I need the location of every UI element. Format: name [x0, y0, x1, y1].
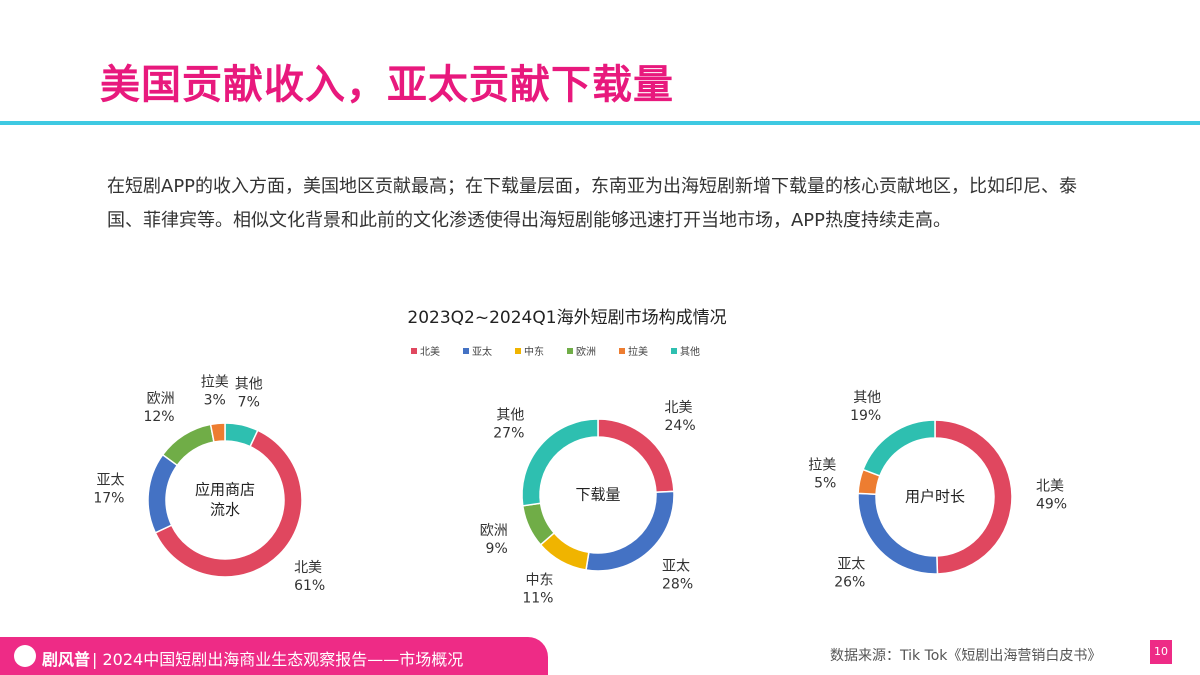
slice-name: 其他 — [235, 377, 263, 393]
slice-name: 亚太 — [96, 473, 124, 489]
donut-slice — [862, 419, 936, 477]
slice-name: 欧洲 — [480, 523, 508, 539]
slice-value: 61% — [294, 578, 325, 594]
legend-label: 北美 — [420, 345, 440, 358]
center-label: 用户时长 — [905, 488, 965, 506]
slice-value: 17% — [93, 491, 124, 507]
slice-name: 其他 — [496, 407, 524, 423]
slice-name: 亚太 — [662, 558, 690, 574]
legend-label: 欧洲 — [576, 346, 596, 358]
slice-name: 亚太 — [837, 556, 865, 572]
donut-slice — [147, 453, 179, 534]
slice-value: 26% — [834, 574, 865, 590]
slice-name: 拉美 — [808, 458, 836, 474]
legend-swatch — [567, 348, 573, 354]
donut-slice — [209, 422, 226, 443]
slice-value: 28% — [662, 576, 693, 592]
donut-slice — [154, 429, 303, 578]
page-number: 10 — [1150, 640, 1172, 664]
brand: 剧风普 — [42, 650, 91, 669]
slice-value: 27% — [493, 425, 524, 441]
donut-slice — [597, 418, 675, 494]
slice-value: 7% — [238, 395, 260, 411]
report-name: | 2024中国短剧出海商业生态观察报告——市场概况 — [92, 650, 464, 669]
slice-value: 12% — [143, 409, 174, 425]
slice-name: 其他 — [853, 390, 881, 406]
slice-value: 24% — [665, 418, 696, 434]
center-label: 下载量 — [575, 486, 620, 504]
legend-label: 中东 — [524, 345, 544, 358]
center-label: 流水 — [210, 501, 240, 519]
body-text: 在短剧APP的收入方面，美国地区贡献最高；在下载量层面，东南亚为出海短剧新增下载… — [107, 176, 1078, 231]
legend-label: 拉美 — [628, 345, 648, 358]
slide-title: 美国贡献收入，亚太贡献下载量 — [100, 62, 674, 108]
slice-name: 北美 — [294, 560, 322, 576]
legend-swatch — [671, 348, 677, 354]
slice-value: 11% — [522, 590, 553, 606]
logo — [14, 645, 36, 667]
slice-name: 拉美 — [201, 374, 229, 390]
legend-swatch — [619, 348, 625, 354]
slice-value: 5% — [814, 476, 836, 492]
legend-swatch — [463, 348, 469, 354]
slice-name: 中东 — [525, 572, 553, 588]
source: 数据来源：Tik Tok《短剧出海营销白皮书》 — [830, 648, 1102, 664]
slice-value: 3% — [204, 392, 226, 408]
slice-value: 49% — [1036, 496, 1067, 512]
slice-name: 欧洲 — [147, 391, 175, 407]
legend-swatch — [411, 348, 417, 354]
legend-swatch — [515, 348, 521, 354]
slice-value: 9% — [486, 541, 508, 557]
slice-name: 北美 — [1036, 478, 1064, 494]
donut-slice — [161, 423, 215, 467]
footer-bar: 剧风普 | 2024中国短剧出海商业生态观察报告——市场概况 — [0, 637, 548, 675]
center-label: 应用商店 — [195, 481, 255, 499]
slice-name: 北美 — [665, 400, 693, 416]
donut-slice — [521, 418, 599, 507]
chart-title: 2023Q2~2024Q1海外短剧市场构成情况 — [407, 308, 726, 328]
slice-value: 19% — [850, 408, 881, 424]
divider — [0, 121, 1200, 125]
legend-label: 其他 — [680, 345, 700, 358]
legend-label: 亚太 — [472, 345, 492, 358]
